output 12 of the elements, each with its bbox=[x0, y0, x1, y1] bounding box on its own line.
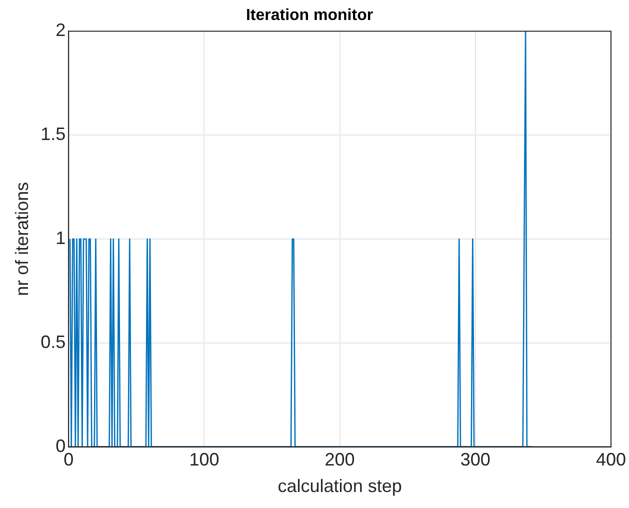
y-tick-label: 2 bbox=[56, 20, 66, 40]
y-tick-label: 0.5 bbox=[40, 332, 66, 352]
x-tick-label: 200 bbox=[324, 450, 355, 470]
y-tick-label: 1.5 bbox=[40, 124, 66, 144]
y-tick-label: 1 bbox=[56, 228, 66, 248]
y-axis-title: nr of iterations bbox=[12, 182, 32, 296]
x-tick-label: 400 bbox=[596, 450, 626, 470]
y-tick-label: 0 bbox=[56, 436, 66, 456]
x-axis-title: calculation step bbox=[278, 476, 402, 496]
x-tick-label: 300 bbox=[460, 450, 490, 470]
x-tick-label: 100 bbox=[189, 450, 220, 470]
chart-title: Iteration monitor bbox=[246, 7, 374, 24]
